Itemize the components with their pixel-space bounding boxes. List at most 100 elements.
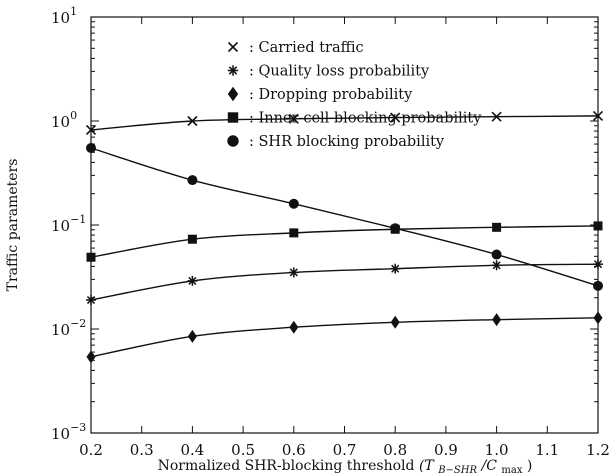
marker-asterisk <box>86 295 96 306</box>
series-line <box>90 225 599 258</box>
legend-label: : Carried traffic <box>249 40 364 56</box>
marker-circle <box>491 249 502 260</box>
marker-x <box>491 111 502 122</box>
x-tick-label: 0.4 <box>180 441 204 459</box>
marker-diamond <box>187 329 197 343</box>
marker-x <box>288 113 299 124</box>
marker-diamond <box>593 311 603 325</box>
marker-square <box>187 234 197 244</box>
y-tick-label: 10−2 <box>51 317 86 339</box>
legend: : Carried traffic: Quality loss probabil… <box>227 40 482 150</box>
marker-asterisk <box>593 259 603 270</box>
y-tick-label-exp: 0 <box>70 109 77 122</box>
legend-item: : SHR blocking probability <box>227 134 445 150</box>
y-tick-label: 10−1 <box>51 213 86 235</box>
legend-series-name: Inner-cell blocking probability <box>259 111 483 127</box>
marker-diamond <box>289 320 299 334</box>
legend-item: : Dropping probability <box>227 86 413 103</box>
x-tick-label: 0.7 <box>333 441 357 459</box>
legend-series-name: Carried traffic <box>259 40 364 56</box>
legend-separator: : <box>249 87 259 103</box>
x-axis-label: Normalized SHR-blocking threshold (T B−S… <box>158 458 533 476</box>
legend-separator: : <box>249 40 259 56</box>
marker-asterisk <box>227 65 239 76</box>
marker-circle <box>86 143 96 154</box>
marker-diamond <box>227 86 239 102</box>
marker-square <box>492 222 502 232</box>
marker-x <box>187 115 198 127</box>
marker-circle <box>390 223 401 234</box>
marker-asterisk <box>491 260 502 271</box>
x-tick-label: 0.9 <box>434 441 458 459</box>
x-axis-label-sub2: max <box>501 465 522 476</box>
axes-ticks <box>90 17 599 434</box>
marker-x <box>227 41 239 53</box>
y-tick-label-exp: −1 <box>70 213 86 226</box>
legend-label: : Dropping probability <box>249 87 413 103</box>
y-tick-label-base: 10 <box>51 321 70 339</box>
x-tick-labels: 0.2 0.3 0.4 0.5 0.6 0.7 0.8 0.9 1.0 1.1 1.2 <box>79 441 610 459</box>
x-axis-label-paren: (T <box>419 458 435 474</box>
x-tick-label: 0.6 <box>282 441 306 459</box>
marker-x <box>85 124 97 136</box>
legend-item: : Inner-cell blocking probability <box>227 111 482 127</box>
y-tick-label: 101 <box>51 5 77 27</box>
marker-circle <box>288 198 299 209</box>
y-axis-label: Traffic parameters <box>5 159 21 292</box>
legend-item: : Carried traffic <box>227 40 364 56</box>
legend-series-name: SHR blocking probability <box>259 134 445 150</box>
x-tick-label: 0.2 <box>79 441 103 459</box>
marker-square <box>227 112 239 123</box>
marker-circle <box>187 175 198 186</box>
x-tick-label: 0.3 <box>130 441 154 459</box>
y-tick-label-base: 10 <box>51 217 70 235</box>
marker-square <box>289 228 299 238</box>
marker-asterisk <box>390 263 401 274</box>
y-tick-label: 10−3 <box>51 421 86 443</box>
x-tick-label: 0.8 <box>383 441 407 459</box>
legend-series-name: Dropping probability <box>259 87 414 103</box>
marker-diamond <box>492 313 502 327</box>
legend-label: : SHR blocking probability <box>249 134 445 150</box>
x-tick-label: 0.5 <box>231 441 255 459</box>
marker-diamond <box>390 315 400 329</box>
legend-label: : Inner-cell blocking probability <box>249 111 482 127</box>
x-axis-label-mid: /C <box>479 458 497 474</box>
marker-x <box>592 110 604 121</box>
y-tick-label-base: 10 <box>51 9 70 27</box>
legend-separator: : <box>249 64 259 80</box>
marker-circle <box>227 135 239 147</box>
series-line <box>90 317 599 358</box>
y-tick-label: 100 <box>51 109 77 131</box>
x-tick-label: 1.0 <box>485 441 509 459</box>
series-line <box>90 263 599 301</box>
marker-square <box>86 252 96 262</box>
marker-circle <box>593 280 603 291</box>
series-line <box>90 147 599 287</box>
y-tick-label-exp: −2 <box>70 317 86 330</box>
y-tick-label-base: 10 <box>51 113 70 131</box>
x-axis-label-sub1: B−SHR <box>437 465 477 476</box>
marker-diamond <box>86 350 96 364</box>
series-line <box>90 115 599 131</box>
marker-x <box>390 112 401 123</box>
x-tick-label: 1.2 <box>586 441 610 459</box>
y-tick-label-exp: −3 <box>70 421 86 434</box>
marker-square <box>593 221 603 231</box>
legend-series-name: Quality loss probability <box>259 64 431 80</box>
series-markers <box>85 110 604 364</box>
legend-separator: : <box>249 134 259 150</box>
legend-label: : Quality loss probability <box>249 64 430 80</box>
marker-asterisk <box>288 267 299 278</box>
legend-item: : Quality loss probability <box>227 64 430 80</box>
y-tick-label-exp: 1 <box>70 5 77 18</box>
legend-separator: : <box>249 111 259 127</box>
y-tick-label-base: 10 <box>51 425 70 443</box>
x-axis-label-close: ) <box>527 458 532 474</box>
x-tick-label: 1.1 <box>535 441 559 459</box>
marker-asterisk <box>187 275 198 286</box>
x-axis-label-text: Normalized SHR-blocking threshold <box>158 458 415 474</box>
series-lines <box>90 115 599 358</box>
